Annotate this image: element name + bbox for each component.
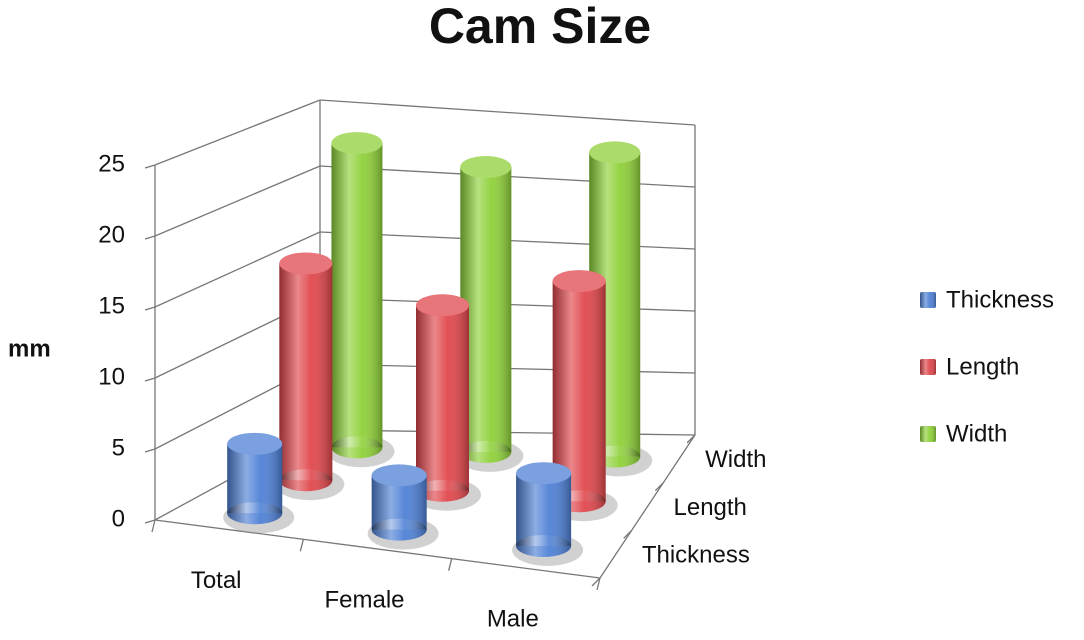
- z-tick-label: Thickness: [642, 542, 750, 569]
- bar-top-highlight: [371, 464, 427, 487]
- bar-top-highlight: [552, 270, 606, 293]
- grid-line: [154, 99, 321, 166]
- bar-top: [589, 141, 641, 164]
- x-tick: [448, 558, 453, 571]
- z-tick-label: Length: [674, 494, 747, 521]
- bar-top: [331, 132, 383, 155]
- chart-title: Cam Size: [429, 0, 651, 54]
- y-tick: [144, 164, 156, 169]
- y-tick-label: 5: [112, 434, 125, 461]
- legend-swatch-shading: [920, 426, 936, 442]
- bar-top: [416, 294, 469, 317]
- z-tick: [654, 482, 664, 492]
- bar-top-highlight: [279, 252, 333, 275]
- bar-top: [460, 156, 512, 179]
- y-tick: [144, 448, 156, 453]
- bar-top: [516, 462, 572, 485]
- bar-shading: [416, 305, 469, 491]
- bar-shading: [227, 443, 283, 514]
- bar-top: [371, 464, 427, 487]
- bar-top-highlight: [460, 156, 512, 179]
- legend-label: Thickness: [946, 286, 1054, 313]
- bar-top-highlight: [589, 141, 641, 164]
- legend-label: Length: [946, 353, 1019, 380]
- z-tick: [623, 529, 633, 539]
- z-tick-label: Width: [705, 446, 766, 473]
- bar-shading: [279, 263, 333, 481]
- axis-line: [154, 519, 601, 579]
- bar-shading: [331, 143, 383, 448]
- bar-shading: [552, 281, 606, 502]
- x-tick-label: Total: [191, 567, 242, 594]
- y-tick: [144, 519, 156, 524]
- grid-line: [154, 165, 321, 237]
- legend-swatch-shading: [920, 359, 936, 375]
- bar-top-highlight: [331, 132, 383, 155]
- y-tick-label: 20: [98, 221, 125, 248]
- z-tick: [686, 434, 696, 444]
- x-tick: [299, 539, 304, 552]
- bar-top: [227, 432, 283, 455]
- bar-top-highlight: [516, 462, 572, 485]
- y-tick-label: 15: [98, 292, 125, 319]
- y-tick-label: 10: [98, 363, 125, 390]
- bar-top-highlight: [416, 294, 469, 317]
- x-tick-label: Female: [324, 586, 404, 613]
- grid-line: [154, 231, 321, 308]
- y-axis-label: mm: [8, 335, 51, 362]
- z-tick: [591, 577, 601, 587]
- legend-swatch-shading: [920, 292, 936, 308]
- y-tick-label: 0: [112, 505, 125, 532]
- bar-top-highlight: [227, 432, 283, 455]
- axis-line: [599, 434, 696, 579]
- y-tick: [144, 306, 156, 311]
- bar-shading: [516, 473, 572, 546]
- y-tick: [144, 235, 156, 240]
- x-tick-label: Male: [487, 606, 539, 633]
- bar-top: [552, 270, 606, 293]
- legend-label: Width: [946, 420, 1007, 447]
- grid-line: [319, 99, 696, 126]
- y-tick: [144, 377, 156, 382]
- bar-top: [279, 252, 333, 275]
- y-tick-label: 25: [98, 150, 125, 177]
- x-tick: [151, 519, 156, 533]
- x-tick: [596, 577, 601, 591]
